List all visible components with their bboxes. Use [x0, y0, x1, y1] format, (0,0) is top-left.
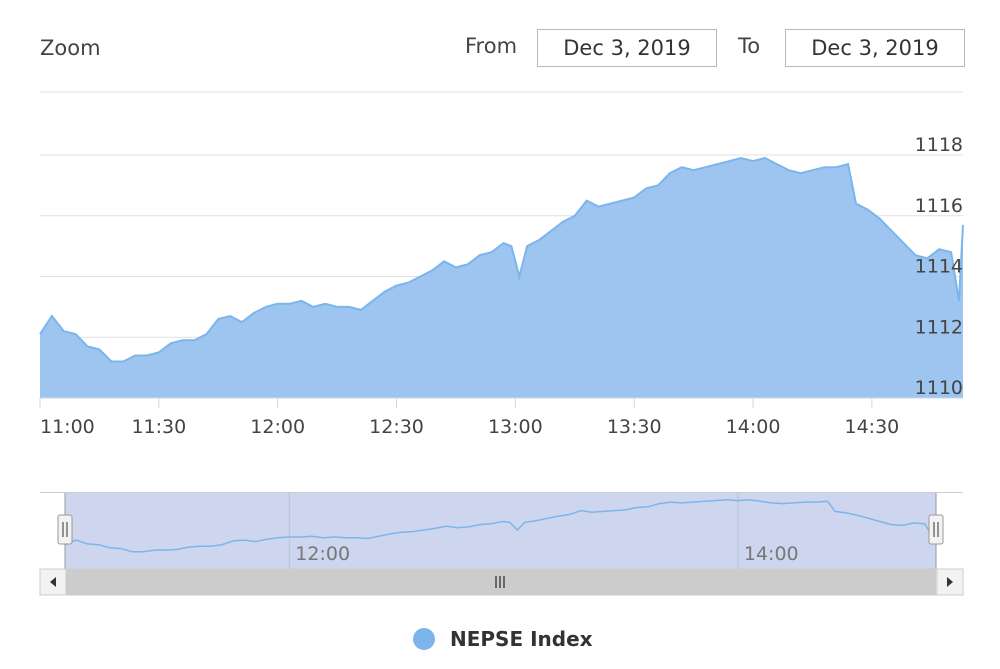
- x-tick-label: 13:00: [488, 416, 543, 438]
- navigator[interactable]: 12:00 14:00: [40, 492, 963, 570]
- x-tick-label: 12:30: [369, 416, 424, 438]
- scrollbar-left-arrow[interactable]: [39, 568, 67, 596]
- series-area-nepse-index: [40, 158, 963, 398]
- x-tick-label: 11:00: [40, 416, 95, 438]
- navigator-selected-range[interactable]: [65, 493, 936, 569]
- x-axis-ticks: 11:00 11:30 12:00 12:30 13:00 13:30 14:00 14:30: [39, 398, 900, 438]
- legend-label-nepse-index[interactable]: NEPSE Index: [450, 627, 593, 651]
- navigator-tick-label: 12:00: [295, 543, 350, 565]
- x-tick-label: 14:00: [726, 416, 781, 438]
- scrollbar-thumb-grip: [495, 576, 505, 588]
- x-tick-label: 14:30: [845, 416, 900, 438]
- y-tick-label: 1118: [915, 134, 963, 156]
- legend-marker-nepse-index[interactable]: [413, 628, 435, 650]
- y-tick-label: 1116: [915, 195, 963, 217]
- scrollbar-thumb[interactable]: [66, 569, 936, 595]
- y-axis-labels: 1110 1112 1114 1116 1118: [915, 134, 963, 399]
- scrollbar-right-arrow[interactable]: [936, 568, 964, 596]
- y-tick-label: 1110: [915, 377, 963, 399]
- x-tick-label: 11:30: [131, 416, 186, 438]
- y-tick-label: 1112: [915, 316, 963, 338]
- from-label: From: [465, 34, 518, 58]
- y-tick-label: 1114: [915, 256, 963, 278]
- scrollbar[interactable]: [39, 568, 964, 596]
- range-selector: Zoom From Dec 3, 2019 To Dec 3, 2019: [0, 0, 1000, 92]
- to-date-input[interactable]: Dec 3, 2019: [785, 29, 965, 67]
- x-tick-label: 13:30: [607, 416, 662, 438]
- to-label: To: [738, 34, 761, 58]
- series-line-nepse-index: [39, 156, 964, 363]
- x-tick-label: 12:00: [250, 416, 305, 438]
- navigator-grid: 12:00 14:00: [288, 493, 799, 569]
- legend[interactable]: NEPSE Index: [413, 627, 593, 651]
- navigator-tick-label: 14:00: [744, 543, 799, 565]
- navigator-left-handle[interactable]: [57, 514, 73, 545]
- navigator-series-line: [64, 499, 937, 553]
- navigator-right-handle[interactable]: [928, 514, 944, 545]
- zoom-label: Zoom: [40, 36, 101, 60]
- from-date-input[interactable]: Dec 3, 2019: [537, 29, 717, 67]
